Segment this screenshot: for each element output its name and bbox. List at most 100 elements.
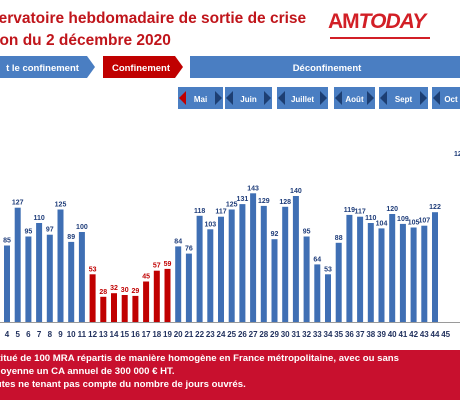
value-label-week-7: 110 xyxy=(33,215,44,222)
bar-week-4 xyxy=(4,245,10,322)
month-segment-2 xyxy=(225,87,272,109)
bar-week-20 xyxy=(175,246,182,322)
logo-text-today: TODAY xyxy=(358,10,427,33)
value-label-week-24: 117 xyxy=(215,209,226,216)
value-label-week-27: 143 xyxy=(247,185,259,192)
bar-week-28 xyxy=(260,205,267,322)
category-label-8: 8 xyxy=(48,330,53,339)
value-label-week-22: 118 xyxy=(194,208,205,215)
value-label-week-14: 32 xyxy=(110,285,118,292)
bar-week-32 xyxy=(303,236,310,322)
value-label-week-19: 59 xyxy=(164,261,172,268)
value-label-week-21: 76 xyxy=(185,246,193,253)
value-label-week-30: 128 xyxy=(279,199,291,206)
value-label-week-11: 100 xyxy=(76,224,88,231)
category-label-31: 31 xyxy=(291,330,300,339)
bar-week-16 xyxy=(132,295,139,322)
value-label-week-34: 53 xyxy=(324,266,332,273)
value-label-week-42: 105 xyxy=(408,220,420,227)
bar-week-24 xyxy=(218,216,224,322)
category-label-12: 12 xyxy=(88,330,97,339)
month-left-arrow-icon xyxy=(380,91,387,105)
month-segment-5 xyxy=(379,87,428,109)
bar-week-11 xyxy=(78,232,85,322)
category-label-6: 6 xyxy=(26,330,31,339)
value-label-week-23: 103 xyxy=(204,221,216,228)
value-label-week-20: 84 xyxy=(174,238,182,245)
bar-week-19 xyxy=(164,268,171,322)
category-label-33: 33 xyxy=(313,330,322,339)
value-label-week-32: 95 xyxy=(303,229,311,236)
value-label-edge: 12 xyxy=(454,151,460,158)
bar-week-38 xyxy=(367,223,374,322)
category-label-30: 30 xyxy=(281,330,290,339)
category-label-41: 41 xyxy=(398,330,407,339)
bar-week-29 xyxy=(271,239,278,322)
category-label-17: 17 xyxy=(142,330,151,339)
weekly-bar-chart: t le confinement Confinement Déconfinement… xyxy=(0,56,460,339)
value-label-week-15: 30 xyxy=(121,287,129,294)
bar-week-42 xyxy=(410,227,417,322)
bar-week-12 xyxy=(89,274,96,322)
category-label-44: 44 xyxy=(431,330,440,339)
category-label-10: 10 xyxy=(67,330,76,339)
footer-line-3: rutes ne tenant pas compte du nombre de … xyxy=(0,379,246,390)
bar-week-22 xyxy=(196,215,203,322)
category-label-9: 9 xyxy=(58,330,63,339)
category-label-25: 25 xyxy=(227,330,236,339)
month-label-5: Sept xyxy=(395,95,413,104)
value-label-week-17: 45 xyxy=(142,274,150,281)
month-left-arrow-icon xyxy=(278,91,285,105)
value-label-week-43: 107 xyxy=(418,218,430,225)
category-label-14: 14 xyxy=(110,330,119,339)
phase-arrow-3 xyxy=(190,56,460,78)
category-label-38: 38 xyxy=(366,330,375,339)
bar-week-21 xyxy=(185,253,192,322)
category-label-43: 43 xyxy=(420,330,429,339)
value-label-week-35: 88 xyxy=(335,235,343,242)
category-label-42: 42 xyxy=(409,330,418,339)
bar-week-30 xyxy=(282,206,289,322)
category-label-23: 23 xyxy=(206,330,215,339)
value-label-week-39: 104 xyxy=(376,220,388,227)
bar-week-25 xyxy=(228,209,235,322)
bar-week-13 xyxy=(100,296,107,322)
bar-week-18 xyxy=(153,270,160,322)
category-label-32: 32 xyxy=(302,330,311,339)
phase-label-1: t le confinement xyxy=(6,63,80,74)
value-label-week-38: 110 xyxy=(365,215,376,222)
value-label-week-37: 117 xyxy=(354,209,365,216)
bar-week-37 xyxy=(357,216,364,322)
category-label-36: 36 xyxy=(345,330,354,339)
month-right-arrow-icon xyxy=(420,91,427,105)
bar-week-27 xyxy=(250,193,257,322)
category-label-37: 37 xyxy=(356,330,365,339)
category-label-39: 39 xyxy=(377,330,386,339)
category-label-5: 5 xyxy=(15,330,20,339)
category-label-19: 19 xyxy=(163,330,172,339)
bar-week-7 xyxy=(36,223,43,322)
month-label-4: Août xyxy=(345,95,364,104)
bar-week-6 xyxy=(25,236,32,322)
category-label-24: 24 xyxy=(217,330,226,339)
bar-week-17 xyxy=(143,281,150,322)
category-label-20: 20 xyxy=(174,330,183,339)
category-label-18: 18 xyxy=(152,330,161,339)
value-label-week-31: 140 xyxy=(290,188,302,195)
bar-week-10 xyxy=(68,241,75,322)
month-label-2: Juin xyxy=(240,95,257,104)
category-label-29: 29 xyxy=(270,330,279,339)
value-label-week-36: 119 xyxy=(344,207,355,214)
chart-title-line1: servatoire hebdomadaire de sortie de cri… xyxy=(0,10,307,27)
footer-note: stitué de 100 MRA répartis de manière ho… xyxy=(0,350,460,400)
bar-week-15 xyxy=(121,295,128,322)
phase-arrow-1 xyxy=(0,56,95,78)
month-label-1: Mai xyxy=(194,95,207,104)
category-label-34: 34 xyxy=(324,330,333,339)
value-label-week-4: 85 xyxy=(3,238,11,245)
category-label-16: 16 xyxy=(131,330,140,339)
month-right-arrow-icon xyxy=(215,91,222,105)
category-label-26: 26 xyxy=(238,330,247,339)
bar-week-41 xyxy=(399,223,406,322)
